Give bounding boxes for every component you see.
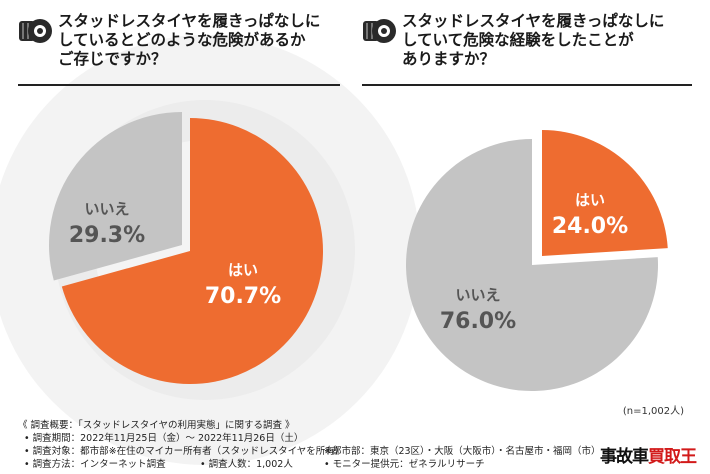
brand-part-2: 買取王 xyxy=(648,447,697,467)
survey-method: • 調査方法：インターネット調査 xyxy=(24,459,166,470)
question-1-text: スタッドレスタイヤを履きっぱなしに しているとどのような危険があるか ご存じです… xyxy=(58,12,320,69)
pie-2-value-1: 24.0% xyxy=(552,214,628,239)
question-2-text: スタッドレスタイヤを履きっぱなしに していて危険な経験をしたことが ありますか？ xyxy=(402,12,664,69)
pie-1-label-1: はい xyxy=(228,261,258,279)
pie-2-slice-1 xyxy=(542,130,668,256)
question-1-rule xyxy=(18,84,340,86)
question-2-line-1: スタッドレスタイヤを履きっぱなしに xyxy=(402,12,665,30)
pie-2-slice-2 xyxy=(406,139,658,392)
question-1: スタッドレスタイヤを履きっぱなしに しているとどのような危険があるか ご存じです… xyxy=(18,12,338,82)
survey-period: • 調査期間：2022年11月25日（金）～ 2022年11月26日（土） xyxy=(24,433,304,444)
pie-1-label-2: いいえ xyxy=(84,200,129,218)
pie-1-value-1: 70.7% xyxy=(205,284,281,309)
question-2-line-2: していて危険な経験をしたことが xyxy=(402,31,634,49)
pie-2-value-2: 76.0% xyxy=(440,309,516,334)
pie-1-slice-1 xyxy=(61,118,324,384)
brand-part-1: 事故車 xyxy=(600,447,649,467)
question-1-line-1: スタッドレスタイヤを履きっぱなしに xyxy=(58,12,321,30)
question-2-rule xyxy=(362,84,692,86)
pie-1-value-2: 29.3% xyxy=(69,223,145,248)
question-1-line-2: しているとどのような危険があるか xyxy=(58,31,306,49)
brand-logo: 事故車買取王 xyxy=(600,442,697,467)
pie-2-label-1: はい xyxy=(575,191,605,209)
survey-target: • 調査対象：都市部※在住のマイカー所有者（スタッドレスタイヤを所有） xyxy=(24,446,345,457)
pie-1-slice-2 xyxy=(49,112,182,281)
pie-2-label-2: いいえ xyxy=(455,286,500,304)
tire-icon xyxy=(363,19,396,43)
monitor-source: • モニター提供元：ゼネラルリサーチ xyxy=(324,459,485,470)
survey-title: 《 調査概要：「スタッドレスタイヤの利用実態」に関する調査 》 xyxy=(18,420,295,431)
survey-count: • 調査人数：1,002人 xyxy=(200,459,293,470)
tire-icon xyxy=(19,19,52,43)
sample-size: (n=1,002人) xyxy=(622,406,684,417)
question-1-line-3: ご存じですか？ xyxy=(58,50,167,68)
question-2-line-3: ありますか？ xyxy=(402,50,496,68)
question-2: スタッドレスタイヤを履きっぱなしに していて危険な経験をしたことが ありますか？ xyxy=(362,12,692,82)
urban-definition: ※都市部：東京（23区）・大阪（大阪市）・名古屋市・福岡（市） xyxy=(324,446,601,457)
